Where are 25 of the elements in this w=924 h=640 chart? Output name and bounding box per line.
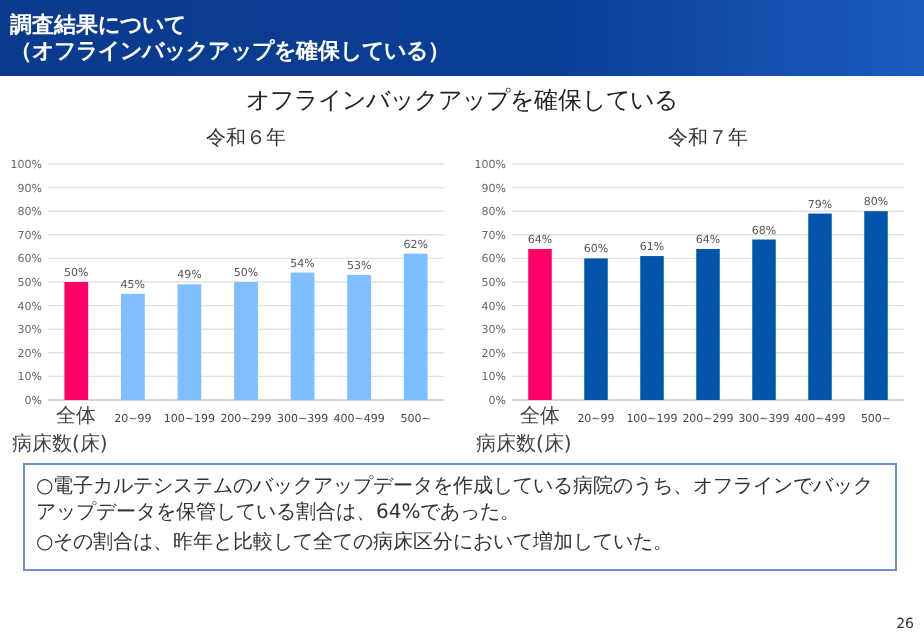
bar xyxy=(347,274,372,400)
x-tick-label: 全体 xyxy=(56,404,97,428)
bar xyxy=(234,282,258,400)
bar xyxy=(290,272,315,400)
bar xyxy=(752,239,776,400)
x-axis-title: 病床数(床) xyxy=(476,432,572,456)
text: ○電子カルテシステムのバックアップデータを作成している病院のうち、オフラインでバックアップデータを保管している割合は、64%であった。 xyxy=(36,474,874,524)
chart-title: 令和７年 xyxy=(668,126,748,150)
bar xyxy=(808,213,832,400)
text: ○その割合は、昨年と比較して全ての病床区分において増加していた。 xyxy=(36,530,674,554)
bar xyxy=(864,211,888,400)
text: 調査結果について xyxy=(10,12,186,38)
text: オフラインバックアップを確保している xyxy=(246,86,678,114)
bar xyxy=(696,248,720,400)
bar xyxy=(120,293,145,400)
chart-title: 令和６年 xyxy=(206,126,286,150)
bar xyxy=(584,258,608,400)
bar xyxy=(528,248,552,400)
bar xyxy=(64,282,89,400)
bar xyxy=(403,253,428,400)
x-axis-title: 病床数(床) xyxy=(12,432,108,456)
bar xyxy=(177,284,202,400)
text: （オフラインバックアップを確保している） xyxy=(10,38,450,64)
x-tick-label: 全体 xyxy=(520,404,560,428)
bar xyxy=(640,256,664,400)
